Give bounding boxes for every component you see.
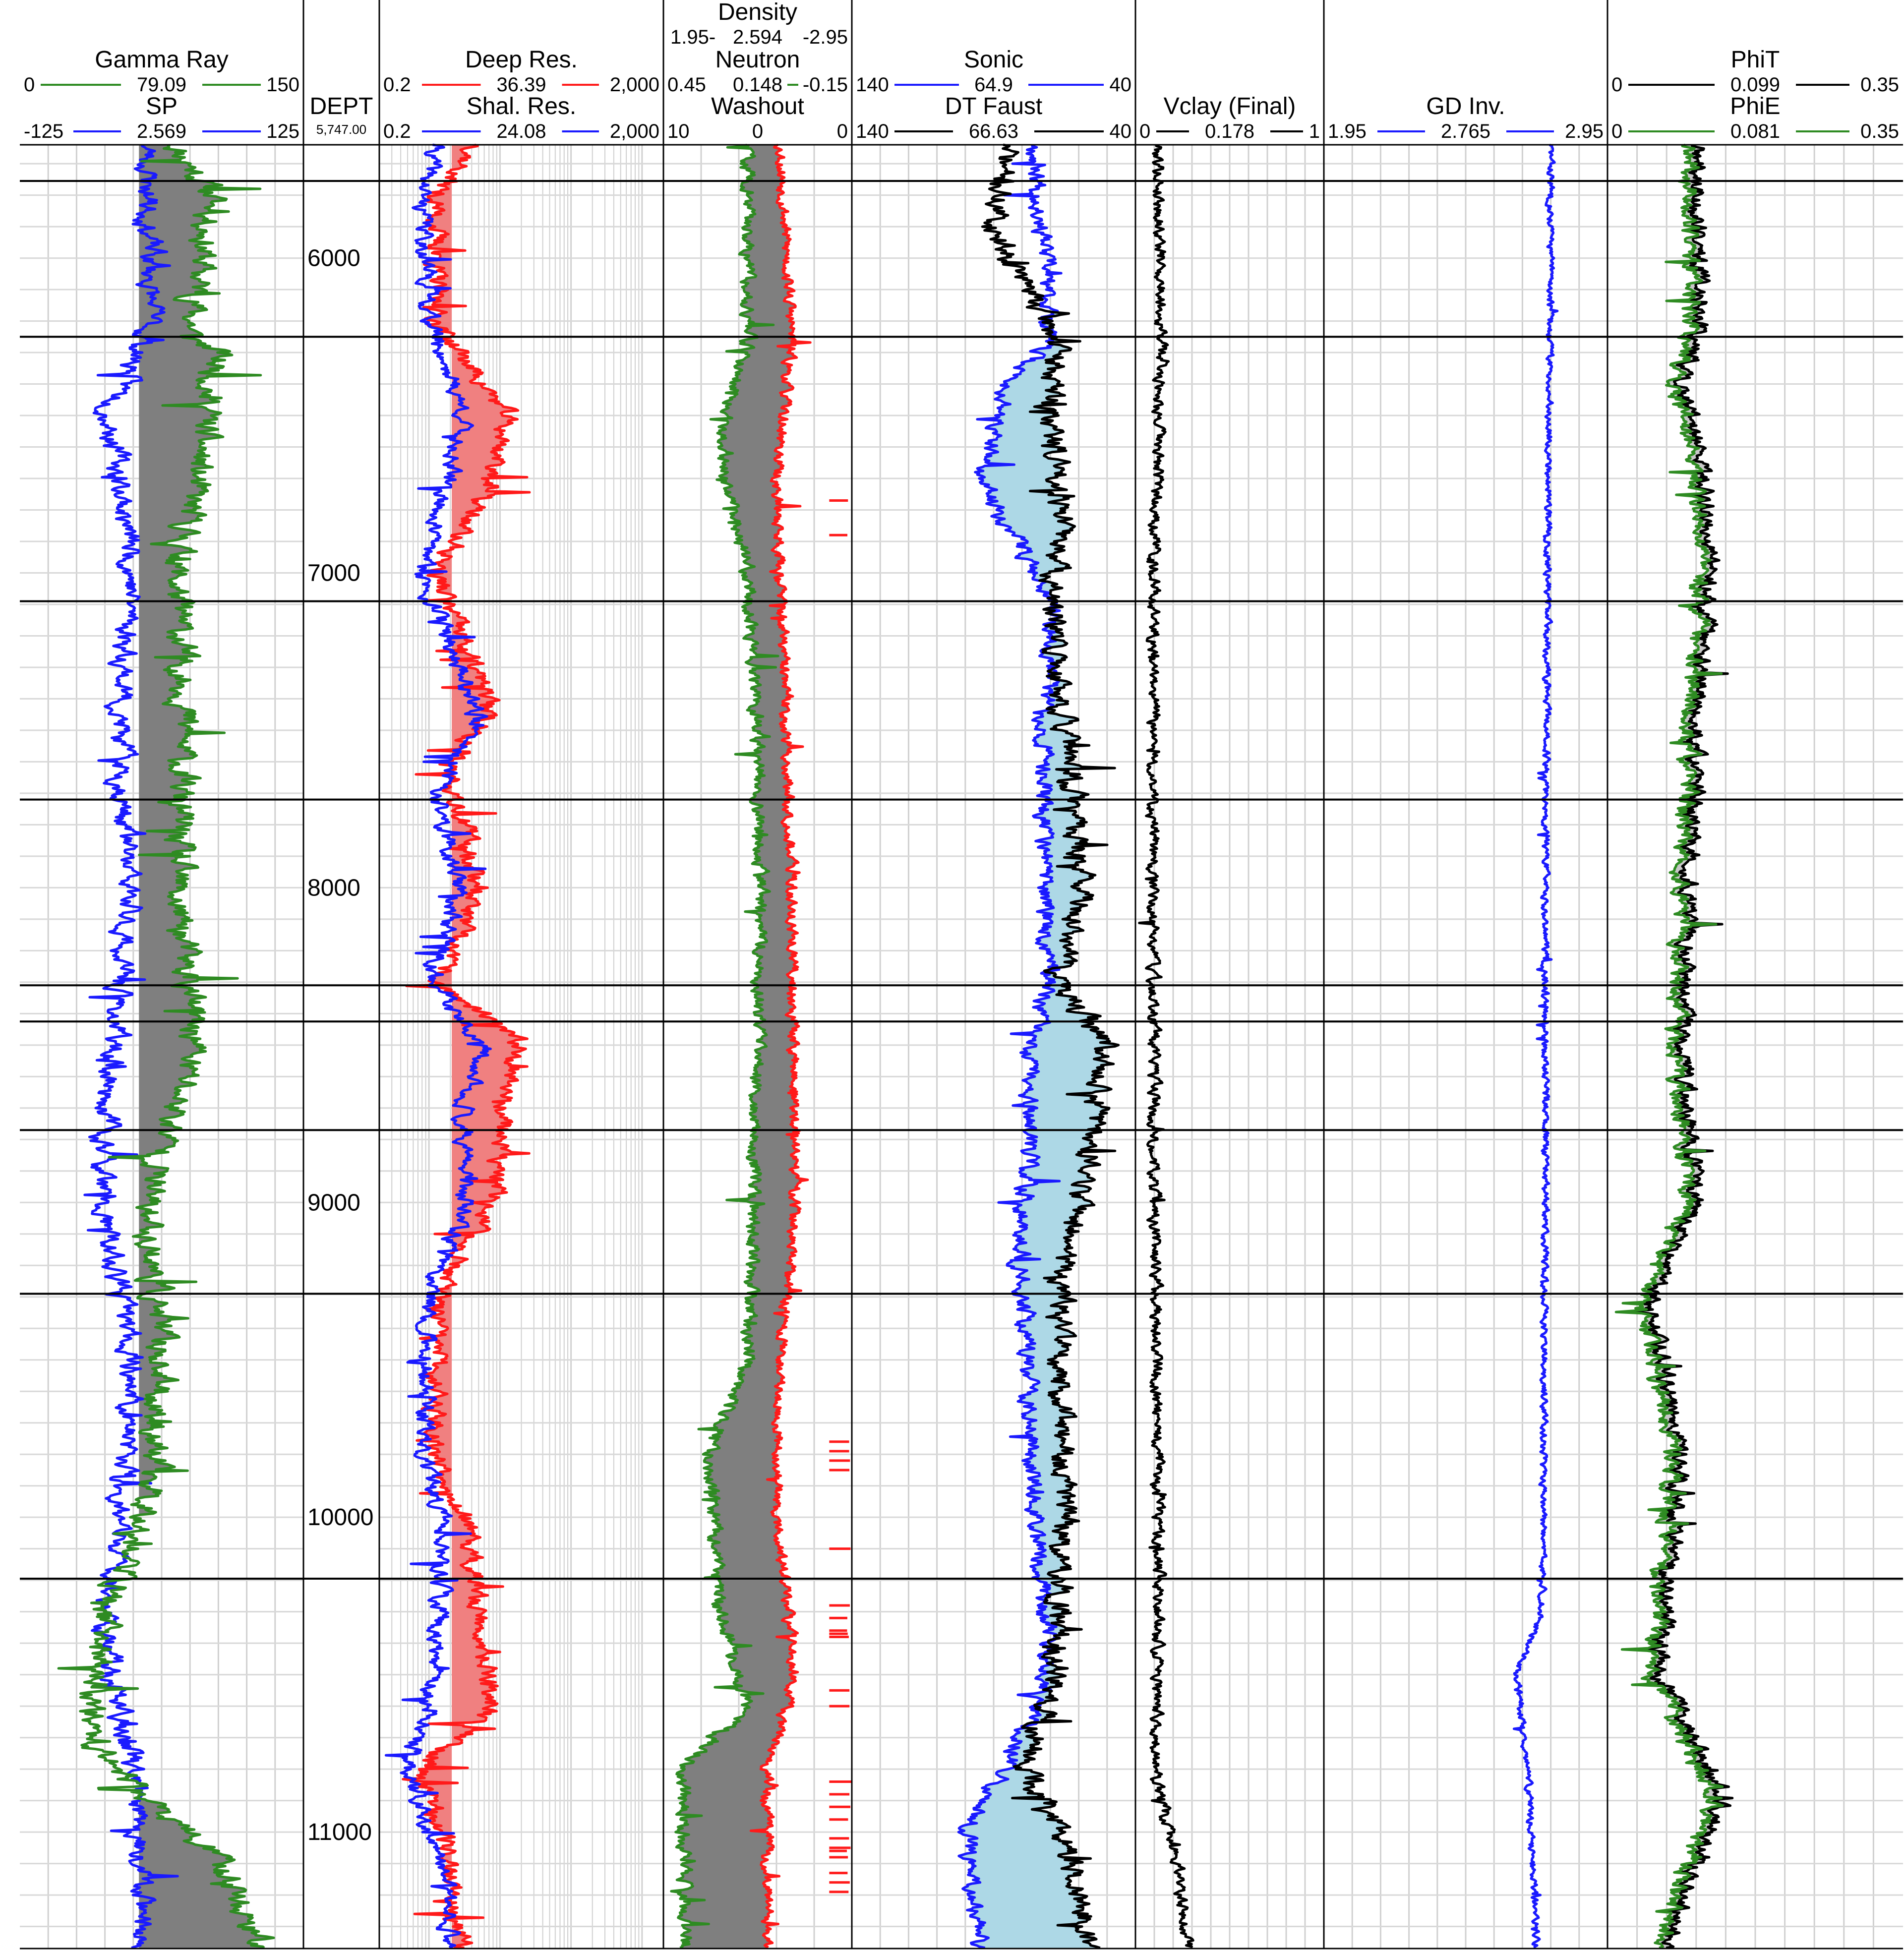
cursor-depth: 5,747.00 bbox=[316, 122, 366, 137]
vclay-max: 1 bbox=[1309, 120, 1320, 142]
washout-min: 10 bbox=[667, 120, 690, 142]
phie-max: 0.35 bbox=[1860, 120, 1899, 142]
gd-inv-min: 1.95 bbox=[1328, 120, 1367, 142]
depth-tick-label: 9000 bbox=[307, 1189, 360, 1216]
shal-res-value: 24.08 bbox=[496, 120, 546, 142]
shal-res-min: 0.2 bbox=[383, 120, 411, 142]
deep-res-max: 2,000 bbox=[610, 74, 659, 96]
depth-tick-label: 7000 bbox=[307, 560, 360, 586]
sp-min: -125 bbox=[24, 120, 63, 142]
shal-res-title: Shal. Res. bbox=[467, 93, 576, 119]
dt-faust-max: 40 bbox=[1110, 120, 1132, 142]
deep-res-curve bbox=[402, 143, 531, 1950]
phie-min: 0 bbox=[1611, 120, 1622, 142]
deep-res-title: Deep Res. bbox=[465, 47, 578, 73]
vclay-min: 0 bbox=[1139, 120, 1150, 142]
sonic-fill bbox=[975, 345, 1075, 592]
sonic-title: Sonic bbox=[964, 47, 1023, 73]
sp-title: SP bbox=[146, 93, 178, 119]
gamma-ray-max: 150 bbox=[266, 74, 299, 96]
washout-value: 0 bbox=[752, 120, 763, 142]
gd-inv-curve bbox=[1512, 143, 1559, 1949]
sonic-fill bbox=[1032, 710, 1115, 967]
gr-shale-fill bbox=[139, 1799, 274, 1948]
neutron-value: 0.148 bbox=[733, 74, 782, 96]
sonic-min: 140 bbox=[856, 74, 889, 96]
vclay-title: Vclay (Final) bbox=[1164, 93, 1296, 119]
density-title: Density bbox=[718, 0, 797, 25]
gd-inv-value: 2.765 bbox=[1441, 120, 1490, 142]
phie-curve bbox=[1614, 143, 1724, 1950]
density-min: 1.95- bbox=[670, 26, 715, 48]
density-value: 2.594 bbox=[733, 26, 782, 48]
shal-res-curve bbox=[384, 143, 492, 1949]
phit-value: 0.099 bbox=[1730, 74, 1780, 96]
neutron-curve bbox=[670, 143, 779, 1949]
density-curve bbox=[749, 143, 812, 1949]
phit-min: 0 bbox=[1611, 74, 1622, 96]
sonic-max: 40 bbox=[1110, 74, 1132, 96]
gamma-ray-min: 0 bbox=[24, 74, 35, 96]
curve-layer bbox=[57, 143, 1734, 1950]
phi-fill bbox=[1616, 145, 1732, 1948]
sonic-fill bbox=[958, 1768, 1100, 1948]
depth-tick-label: 11000 bbox=[307, 1819, 372, 1845]
washout-title: Washout bbox=[711, 93, 804, 119]
phit-title: PhiT bbox=[1731, 47, 1780, 73]
dt-faust-min: 140 bbox=[856, 120, 889, 142]
sonic-value: 64.9 bbox=[974, 74, 1013, 96]
gamma-ray-value: 79.09 bbox=[137, 74, 186, 96]
depth-tick-label: 8000 bbox=[307, 875, 360, 901]
gd-inv-max: 2.95 bbox=[1565, 120, 1604, 142]
sp-curve bbox=[83, 144, 179, 1950]
zone-layer bbox=[20, 180, 1903, 1580]
dt-faust-title: DT Faust bbox=[945, 93, 1043, 119]
vclay-curve bbox=[1138, 144, 1194, 1949]
deep-res-min: 0.2 bbox=[383, 74, 411, 96]
phie-title: PhiE bbox=[1730, 93, 1780, 119]
sp-value: 2.569 bbox=[137, 120, 186, 142]
gr-shale-fill bbox=[139, 1209, 164, 1234]
phie-value: 0.081 bbox=[1730, 120, 1780, 142]
gamma-ray-curve bbox=[57, 143, 275, 1949]
shal-res-max: 2,000 bbox=[610, 120, 659, 142]
phit-max: 0.35 bbox=[1860, 74, 1899, 96]
sp-max: 125 bbox=[266, 120, 299, 142]
dt-faust-curve bbox=[981, 143, 1120, 1950]
neutron-title: Neutron bbox=[715, 47, 800, 73]
phit-curve bbox=[1625, 144, 1734, 1950]
washout-max: 0 bbox=[837, 120, 848, 142]
depth-tick-label: 10000 bbox=[307, 1504, 373, 1531]
gd-inv-title: GD Inv. bbox=[1426, 93, 1505, 119]
neutron-max: -0.15 bbox=[803, 74, 848, 96]
res-fill bbox=[403, 145, 530, 1948]
gamma-ray-title: Gamma Ray bbox=[95, 47, 228, 73]
deep-res-value: 36.39 bbox=[496, 74, 546, 96]
depth-tick-label: 6000 bbox=[307, 245, 360, 272]
dept-title: DEPT bbox=[309, 93, 373, 119]
vclay-value: 0.178 bbox=[1205, 120, 1254, 142]
neutron-min: 0.45 bbox=[667, 74, 706, 96]
density-max: -2.95 bbox=[803, 26, 848, 48]
dt-faust-value: 66.63 bbox=[969, 120, 1018, 142]
